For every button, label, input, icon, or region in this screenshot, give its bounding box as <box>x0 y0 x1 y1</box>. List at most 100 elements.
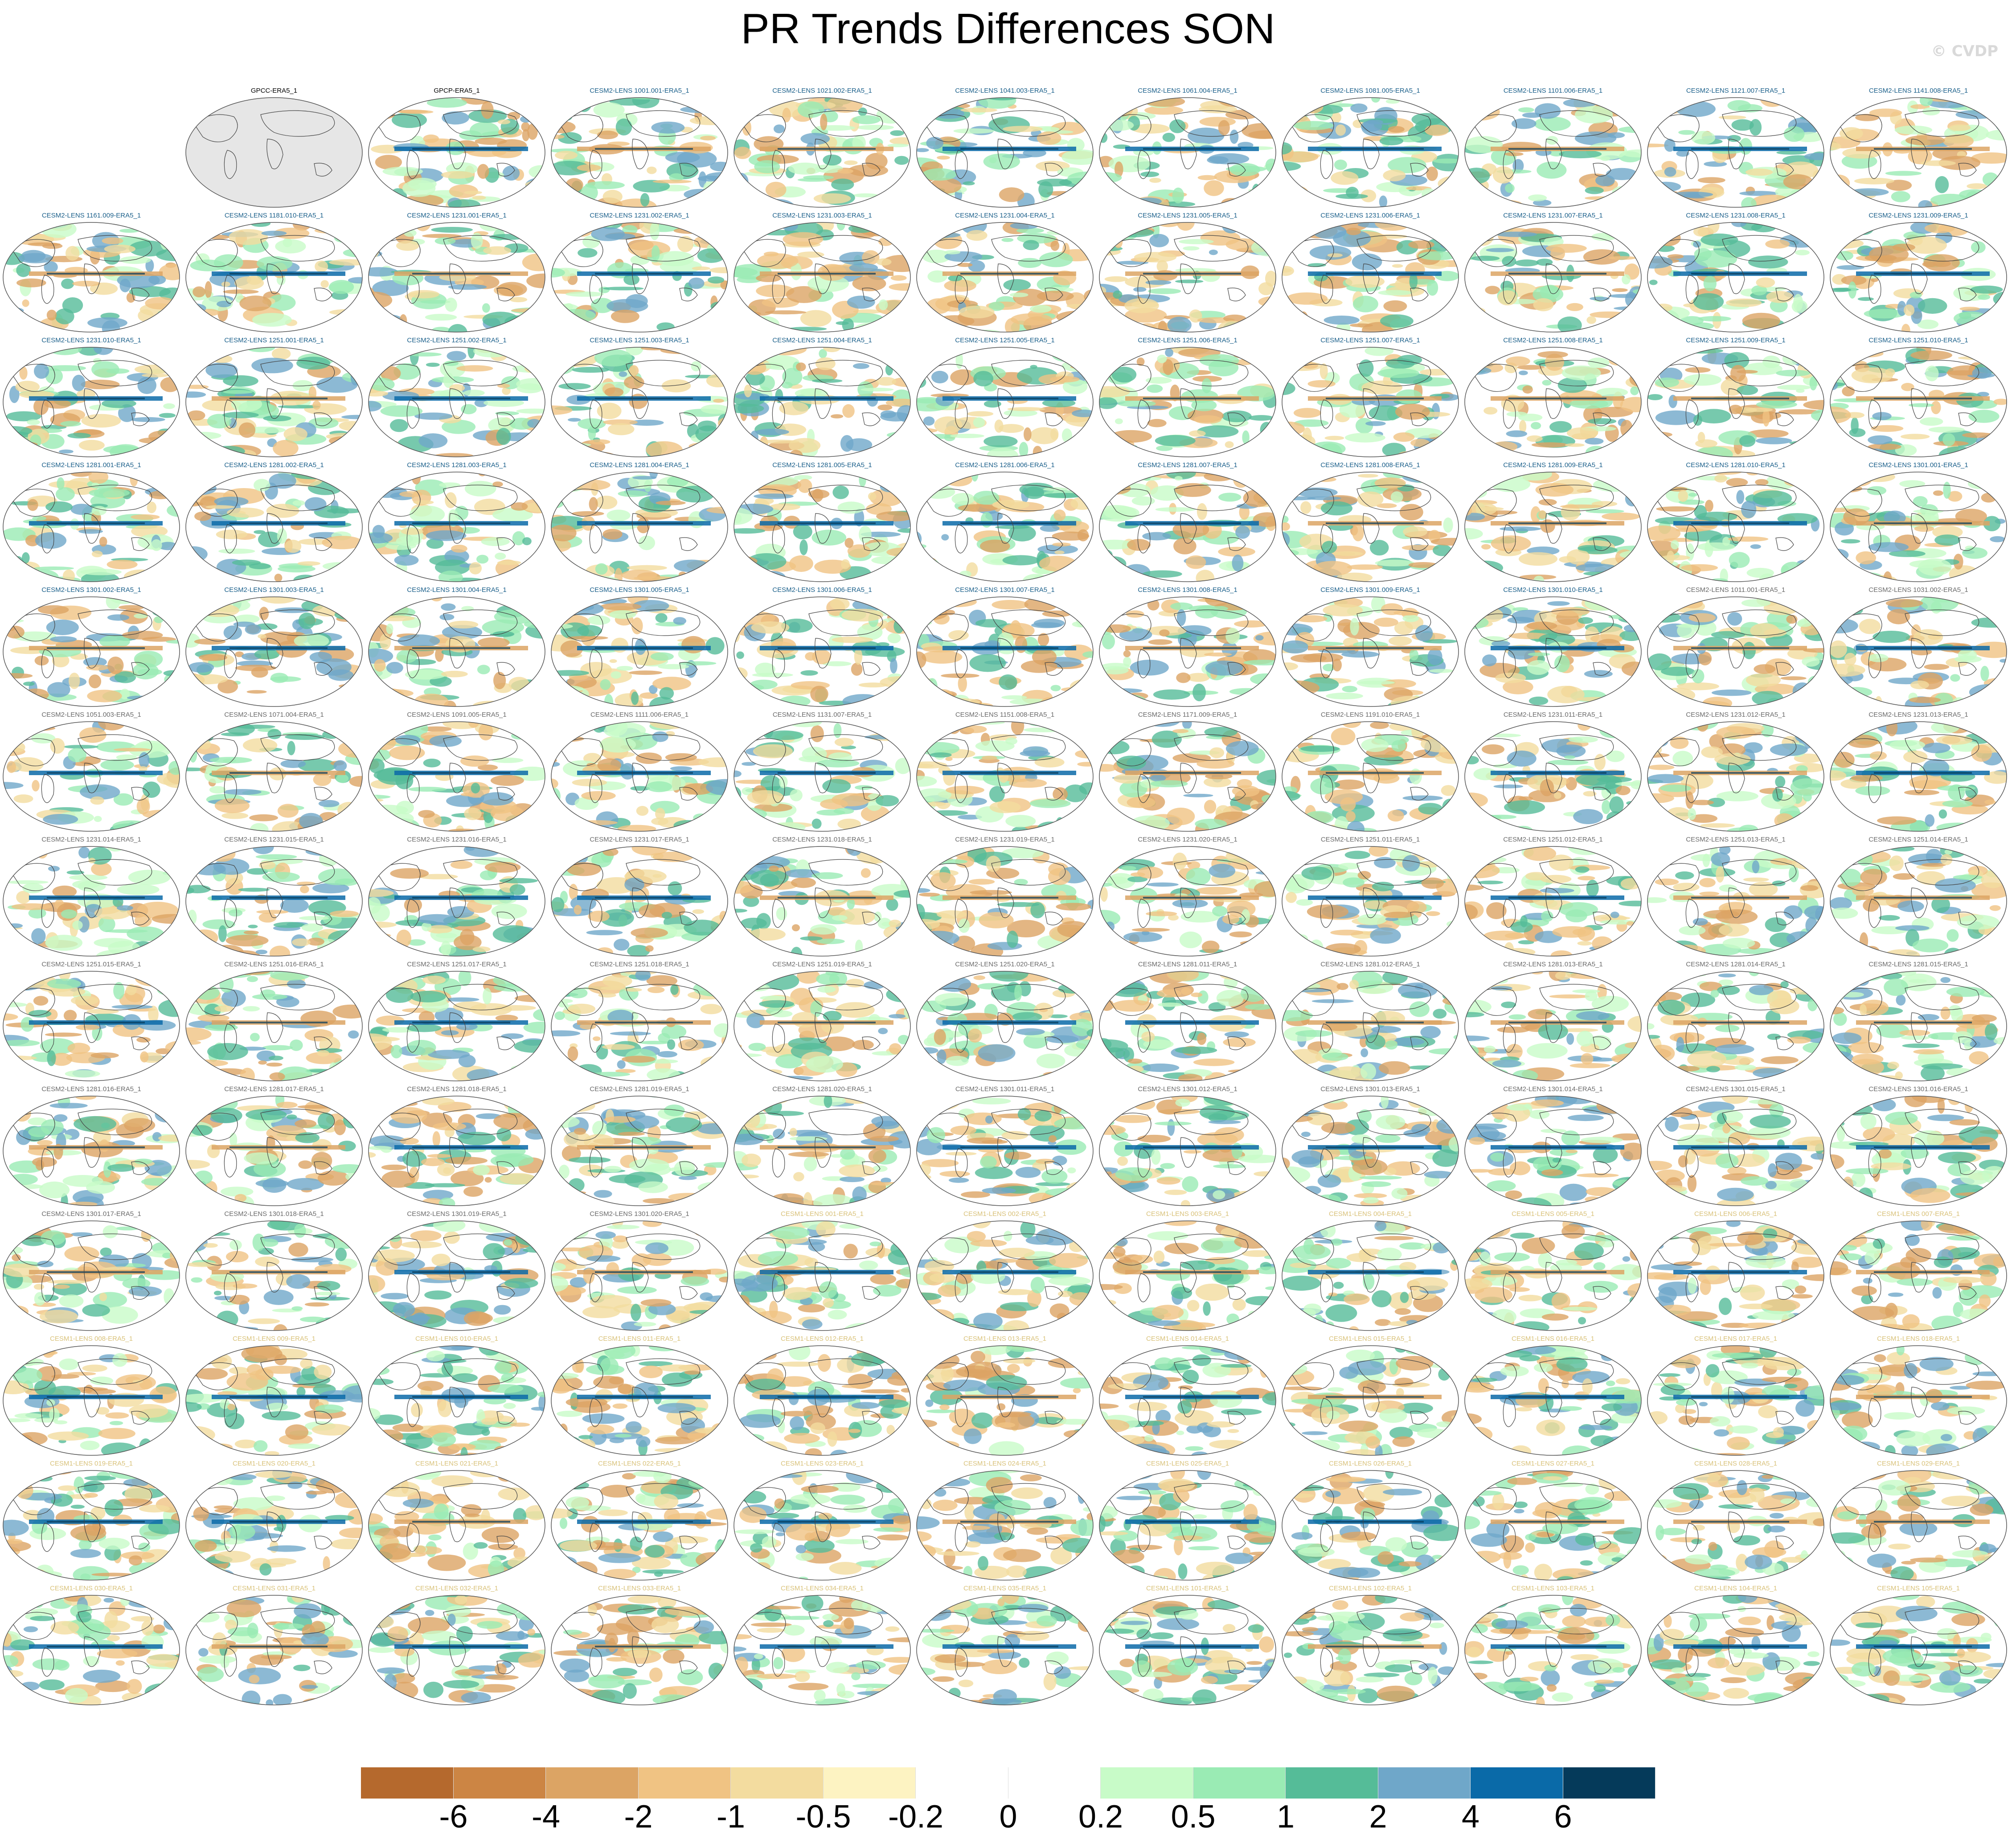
map-plot <box>916 971 1094 1081</box>
map-plot <box>368 1595 545 1705</box>
panel-label: CESM2-LENS 1231.019-ERA5_1 <box>955 836 1055 843</box>
panel-label: CESM1-LENS 014-ERA5_1 <box>1146 1335 1229 1343</box>
map-panel: CESM1-LENS 035-ERA5_1 <box>914 1585 1096 1709</box>
map-plot <box>3 472 180 582</box>
map-plot <box>1099 971 1276 1081</box>
map-panel: CESM2-LENS 1231.011-ERA5_1 <box>1462 711 1644 836</box>
map-plot <box>733 97 911 208</box>
panel-label: CESM1-LENS 009-ERA5_1 <box>233 1335 316 1343</box>
map-panel: CESM2-LENS 1191.010-ERA5_1 <box>1279 711 1462 836</box>
map-plot <box>551 97 728 208</box>
panel-label: CESM1-LENS 018-ERA5_1 <box>1877 1335 1960 1343</box>
panel-label: CESM2-LENS 1251.003-ERA5_1 <box>590 337 689 344</box>
panel-label: CESM2-LENS 1251.005-ERA5_1 <box>955 337 1055 344</box>
map-plot <box>916 472 1094 582</box>
panel-label: CESM2-LENS 1041.003-ERA5_1 <box>955 87 1055 94</box>
map-plot <box>185 97 363 208</box>
map-panel: CESM2-LENS 1251.004-ERA5_1 <box>731 337 914 461</box>
panel-label: CESM2-LENS 1301.012-ERA5_1 <box>1138 1085 1237 1093</box>
map-plot <box>1830 472 2007 582</box>
map-plot <box>733 347 911 457</box>
map-panel: CESM2-LENS 1281.007-ERA5_1 <box>1096 461 1279 586</box>
map-panel: CESM1-LENS 019-ERA5_1 <box>0 1460 183 1585</box>
map-panel: CESM2-LENS 1301.009-ERA5_1 <box>1279 586 1462 711</box>
map-panel: CESM2-LENS 1251.006-ERA5_1 <box>1096 337 1279 461</box>
panel-label: CESM2-LENS 1251.019-ERA5_1 <box>772 961 872 968</box>
map-panel: CESM1-LENS 009-ERA5_1 <box>183 1335 365 1460</box>
map-panel: CESM2-LENS 1281.020-ERA5_1 <box>731 1085 914 1210</box>
panel-label: CESM2-LENS 1301.009-ERA5_1 <box>1320 586 1420 594</box>
panel-label: CESM2-LENS 1301.018-ERA5_1 <box>224 1210 324 1218</box>
map-panel: CESM2-LENS 1251.013-ERA5_1 <box>1644 836 1827 961</box>
panel-label: CESM2-LENS 1031.002-ERA5_1 <box>1868 586 1968 594</box>
map-plot <box>368 1220 545 1331</box>
map-plot <box>1464 846 1642 957</box>
panel-label: CESM2-LENS 1251.014-ERA5_1 <box>1868 836 1968 843</box>
map-plot <box>1647 97 1824 208</box>
map-plot <box>185 222 363 333</box>
map-panel: CESM2-LENS 1171.009-ERA5_1 <box>1096 711 1279 836</box>
map-plot <box>1830 347 2007 457</box>
map-panel: CESM2-LENS 1011.001-ERA5_1 <box>1644 586 1827 711</box>
map-panel: CESM2-LENS 1301.020-ERA5_1 <box>548 1210 731 1335</box>
map-plot <box>1647 1096 1824 1206</box>
map-plot <box>185 1470 363 1581</box>
panel-label: GPCC-ERA5_1 <box>250 87 298 94</box>
map-panel: CESM2-LENS 1231.001-ERA5_1 <box>365 212 548 337</box>
map-panel: CESM1-LENS 026-ERA5_1 <box>1279 1460 1462 1585</box>
map-panel: CESM1-LENS 007-ERA5_1 <box>1827 1210 2010 1335</box>
panel-label: CESM1-LENS 104-ERA5_1 <box>1694 1585 1777 1592</box>
panel-label: CESM2-LENS 1301.015-ERA5_1 <box>1686 1085 1786 1093</box>
panel-label: CESM2-LENS 1231.013-ERA5_1 <box>1868 711 1968 719</box>
colorbar-box <box>1378 1767 1471 1799</box>
panel-label: CESM2-LENS 1071.004-ERA5_1 <box>224 711 324 719</box>
map-panel: CESM2-LENS 1301.011-ERA5_1 <box>914 1085 1096 1210</box>
panel-label: CESM2-LENS 1251.018-ERA5_1 <box>590 961 689 968</box>
panel-label: CESM2-LENS 1231.003-ERA5_1 <box>772 212 872 219</box>
map-panel: CESM2-LENS 1281.012-ERA5_1 <box>1279 961 1462 1085</box>
map-plot <box>1099 222 1276 333</box>
panel-label: CESM2-LENS 1301.005-ERA5_1 <box>590 586 689 594</box>
map-panel: CESM2-LENS 1251.016-ERA5_1 <box>183 961 365 1085</box>
map-plot <box>733 1470 911 1581</box>
panel-label: CESM2-LENS 1121.007-ERA5_1 <box>1686 87 1786 94</box>
map-panel: CESM2-LENS 1231.007-ERA5_1 <box>1462 212 1644 337</box>
panel-label: CESM1-LENS 020-ERA5_1 <box>233 1460 316 1467</box>
map-plot <box>1830 596 2007 707</box>
map-panel: CESM1-LENS 013-ERA5_1 <box>914 1335 1096 1460</box>
map-panel: CESM2-LENS 1251.014-ERA5_1 <box>1827 836 2010 961</box>
map-plot <box>916 1096 1094 1206</box>
map-panel: CESM2-LENS 1301.010-ERA5_1 <box>1462 586 1644 711</box>
map-panel: CESM2-LENS 1281.009-ERA5_1 <box>1462 461 1644 586</box>
map-panel: CESM2-LENS 1301.015-ERA5_1 <box>1644 1085 1827 1210</box>
map-panel: CESM1-LENS 104-ERA5_1 <box>1644 1585 1827 1709</box>
panel-label: CESM1-LENS 034-ERA5_1 <box>781 1585 864 1592</box>
map-plot <box>733 971 911 1081</box>
map-plot <box>733 1595 911 1705</box>
map-plot <box>368 721 545 832</box>
panel-label: CESM1-LENS 028-ERA5_1 <box>1694 1460 1777 1467</box>
panel-label: CESM2-LENS 1181.010-ERA5_1 <box>224 212 324 219</box>
map-plot <box>1099 97 1276 208</box>
map-panel: CESM2-LENS 1301.019-ERA5_1 <box>365 1210 548 1335</box>
map-panel: CESM2-LENS 1051.003-ERA5_1 <box>0 711 183 836</box>
map-plot <box>1464 222 1642 333</box>
panel-label: CESM1-LENS 005-ERA5_1 <box>1512 1210 1594 1218</box>
map-panel: CESM1-LENS 033-ERA5_1 <box>548 1585 731 1709</box>
panel-label: CESM2-LENS 1251.001-ERA5_1 <box>224 337 324 344</box>
map-plot <box>3 971 180 1081</box>
map-panel: CESM1-LENS 029-ERA5_1 <box>1827 1460 2010 1585</box>
colorbar-tick-label: 0.2 <box>1078 1799 1123 1835</box>
map-plot <box>551 846 728 957</box>
map-plot <box>3 1345 180 1456</box>
map-plot <box>185 1345 363 1456</box>
map-plot <box>1099 846 1276 957</box>
map-panel: CESM1-LENS 002-ERA5_1 <box>914 1210 1096 1335</box>
map-plot <box>1464 1096 1642 1206</box>
map-panel: CESM2-LENS 1231.008-ERA5_1 <box>1644 212 1827 337</box>
panel-label: GPCP-ERA5_1 <box>434 87 480 94</box>
panel-label: CESM2-LENS 1281.005-ERA5_1 <box>772 461 872 469</box>
panel-grid: GPCC-ERA5_1 GPCP-ERA5_1 CESM2-LENS 1001.00… <box>0 87 2010 1709</box>
panel-label: CESM1-LENS 015-ERA5_1 <box>1329 1335 1412 1343</box>
map-panel: CESM2-LENS 1251.003-ERA5_1 <box>548 337 731 461</box>
